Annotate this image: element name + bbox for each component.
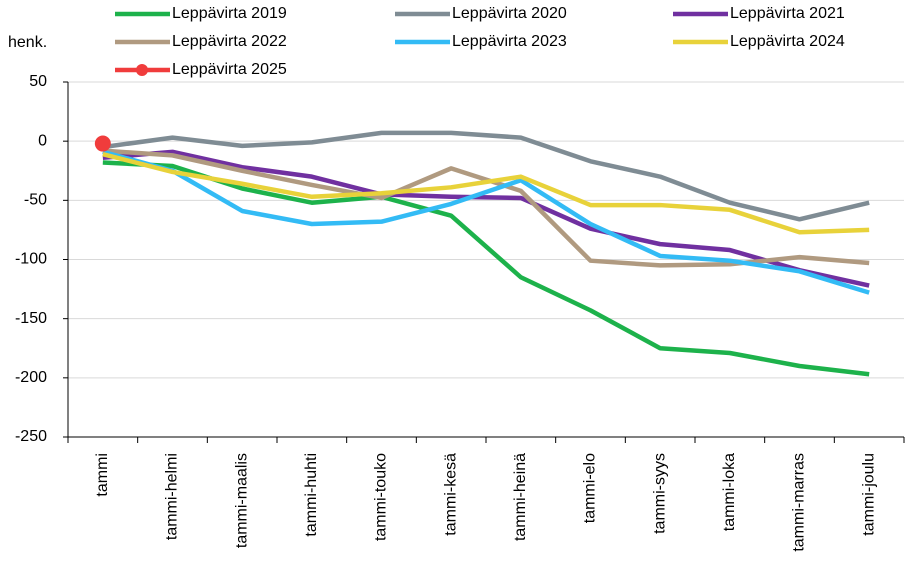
y-tick-label: -50 <box>24 192 47 209</box>
legend-marker <box>136 64 148 76</box>
legend-label: Leppävirta 2022 <box>172 33 287 50</box>
series-line <box>102 130 870 222</box>
x-tick-label: tammi-elo <box>582 453 599 523</box>
y-tick-label: -100 <box>15 251 47 268</box>
series-line <box>102 149 870 288</box>
y-tick-label: -200 <box>15 369 47 386</box>
x-tick-label: tammi-huhti <box>303 453 320 537</box>
y-tick-label: -250 <box>15 428 47 445</box>
x-tick-label: tammi-helmi <box>164 453 181 540</box>
legend-label: Leppävirta 2023 <box>452 33 567 50</box>
y-tick-label: -150 <box>15 310 47 327</box>
series-line <box>102 160 870 377</box>
x-tick-label: tammi-touko <box>373 453 390 541</box>
y-tick-label: 50 <box>29 73 47 90</box>
x-tick-label: tammi-marras <box>791 453 808 552</box>
series-line <box>102 152 870 235</box>
x-tick-label: tammi-syys <box>651 453 668 534</box>
y-tick-label: 0 <box>38 132 47 149</box>
legend-label: Leppävirta 2019 <box>172 5 287 22</box>
x-tick-label: tammi-heinä <box>512 453 529 541</box>
legend-label: Leppävirta 2020 <box>452 5 567 22</box>
x-tick-label: tammi <box>94 453 111 497</box>
series-line <box>102 149 870 295</box>
legend-label: Leppävirta 2025 <box>172 61 287 78</box>
x-tick-label: tammi-loka <box>721 453 738 531</box>
legend-label: Leppävirta 2024 <box>730 33 845 50</box>
x-tick-label: tammi-joulu <box>860 453 877 536</box>
x-tick-label: tammi-maalis <box>233 453 250 548</box>
series-marker <box>94 135 111 152</box>
legend-label: Leppävirta 2021 <box>730 5 845 22</box>
y-axis-label: henk. <box>8 34 47 51</box>
x-tick-label: tammi-kesä <box>442 453 459 536</box>
